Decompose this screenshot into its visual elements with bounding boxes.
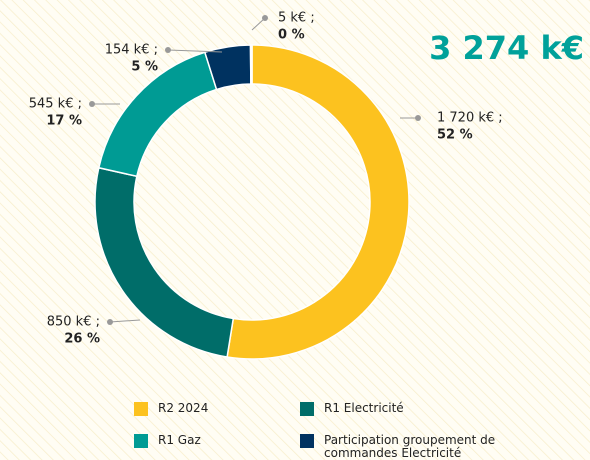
leader-line: [167, 49, 223, 53]
legend-label: R1 Gaz: [158, 433, 201, 447]
legend-label: R1 Electricité: [324, 401, 404, 415]
percent-label: 0 %: [278, 28, 305, 43]
legend-item: R2 2024: [134, 402, 334, 416]
slice: [226, 44, 410, 360]
value-label: 1 720 k€ ;: [437, 111, 503, 126]
slice: [249, 44, 253, 85]
legend-swatch: [134, 434, 148, 448]
value-label: 154 k€ ;: [105, 43, 158, 58]
value-label: 850 k€ ;: [47, 315, 100, 330]
legend-item: Participation groupement de commandes El…: [300, 434, 500, 460]
percent-label: 5 %: [131, 60, 158, 75]
leader-dot: [262, 15, 268, 21]
leader-dot: [89, 101, 95, 107]
legend-item: R1 Electricité: [300, 402, 500, 416]
leader-dot: [415, 115, 421, 121]
total: 3 274 k€: [429, 29, 584, 67]
percent-label: 17 %: [46, 114, 82, 129]
percent-label: 52 %: [437, 128, 473, 143]
legend-swatch: [300, 434, 314, 448]
legend-label: R2 2024: [158, 401, 209, 415]
leader-dot: [107, 319, 113, 325]
percent-label: 26 %: [64, 332, 100, 347]
leader-line: [109, 319, 141, 323]
legend-swatch: [300, 402, 314, 416]
legend-swatch: [134, 402, 148, 416]
leader-dot: [165, 47, 171, 53]
legend-item: R1 Gaz: [134, 434, 334, 448]
value-label: 5 k€ ;: [278, 11, 315, 26]
value-label: 545 k€ ;: [29, 97, 82, 112]
legend-label: Participation groupement de commandes El…: [324, 433, 496, 460]
